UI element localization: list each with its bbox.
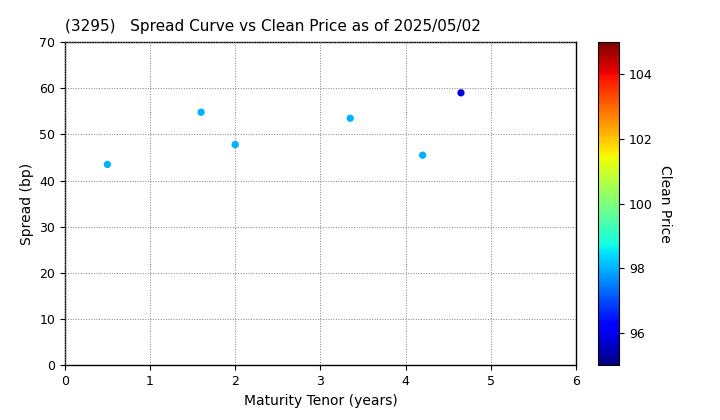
Point: [417, 152, 428, 159]
Point: [195, 109, 207, 116]
Point: [344, 115, 356, 122]
Point: [102, 161, 113, 168]
Point: [230, 141, 241, 148]
X-axis label: Maturity Tenor (years): Maturity Tenor (years): [243, 394, 397, 408]
Text: (3295)   Spread Curve vs Clean Price as of 2025/05/02: (3295) Spread Curve vs Clean Price as of…: [65, 19, 481, 34]
Y-axis label: Spread (bp): Spread (bp): [19, 163, 34, 245]
Point: [455, 89, 467, 96]
Y-axis label: Clean Price: Clean Price: [658, 165, 672, 243]
